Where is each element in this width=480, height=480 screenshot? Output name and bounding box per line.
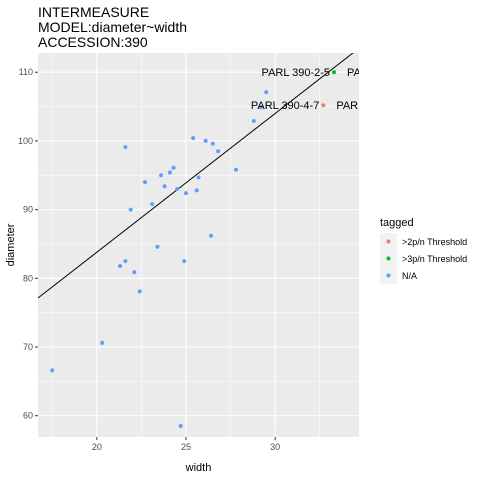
data-point [100,341,104,345]
x-tick-label: 20 [92,442,102,452]
data-point [118,264,122,268]
y-tick-label: 60 [23,411,33,421]
title-line-3: ACCESSION:390 [38,34,148,50]
data-point [123,259,127,263]
y-tick-label: 90 [23,205,33,215]
data-point [132,270,136,274]
data-point [321,103,325,107]
title-line-1: INTERMEASURE [38,4,149,20]
x-axis-title: width [185,462,212,474]
data-point [184,191,188,195]
data-point [182,259,186,263]
data-point [197,175,201,179]
data-point [172,166,176,170]
legend-title: tagged [380,217,414,229]
data-point [123,145,127,149]
data-point [191,136,195,140]
data-point [168,171,172,175]
y-tick-label: 80 [23,273,33,283]
x-tick-label: 30 [270,442,280,452]
data-point [204,139,208,143]
data-point [195,188,199,192]
data-point [252,119,256,123]
y-tick-label: 100 [18,136,33,146]
data-point [179,424,183,428]
data-point [138,289,142,293]
legend-marker [387,240,391,244]
legend-marker [387,274,391,278]
y-tick-label: 110 [19,67,33,77]
data-point [143,180,147,184]
y-axis-title: diameter [5,223,17,266]
data-point [264,90,268,94]
y-axis-ticks: 60 70 80 90 100 110 [18,67,38,420]
data-point [50,368,54,372]
data-point [211,142,215,146]
data-point [150,202,154,206]
data-point [159,173,163,177]
data-point [175,187,179,191]
data-point [163,184,167,188]
data-point [209,234,213,238]
chart-title: INTERMEASURE MODEL:diameter~width ACCESS… [38,4,187,50]
y-tick-label: 70 [23,342,33,352]
x-tick-label: 25 [181,442,191,452]
legend-label: >2p/n Threshold [402,237,467,247]
data-point [129,208,133,212]
title-line-2: MODEL:diameter~width [38,19,187,35]
x-axis-ticks: 20 25 30 [92,437,280,452]
legend-label: >3p/n Threshold [402,254,467,264]
point-label: PARL 390-4-7 [336,100,404,112]
data-point [155,245,159,249]
legend-marker [387,257,391,261]
legend: tagged >2p/n Threshold >3p/n Threshold N/A [380,217,467,284]
point-label: PARL 390-4-7 [251,100,319,112]
data-point [234,168,238,172]
legend-label: N/A [402,271,417,281]
data-point [216,149,220,153]
data-point [332,70,336,74]
point-label: PARL 390-2-5 [262,67,330,79]
point-label: PARL 390-2-5 [347,67,415,79]
